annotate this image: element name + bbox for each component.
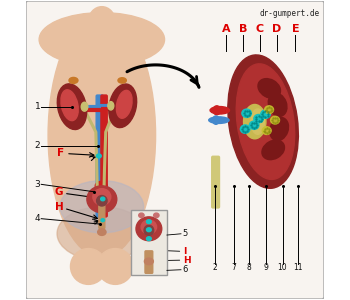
Ellipse shape: [268, 93, 287, 116]
Text: 4: 4: [35, 214, 40, 223]
Ellipse shape: [251, 109, 265, 134]
Ellipse shape: [228, 55, 298, 188]
Ellipse shape: [97, 248, 133, 284]
Text: dr-gumpert.de: dr-gumpert.de: [260, 9, 320, 18]
Text: B: B: [239, 24, 247, 34]
Ellipse shape: [57, 207, 147, 260]
Text: 11: 11: [294, 263, 303, 272]
FancyBboxPatch shape: [101, 95, 107, 217]
Ellipse shape: [213, 106, 220, 115]
Ellipse shape: [141, 220, 156, 234]
Ellipse shape: [262, 127, 271, 134]
Ellipse shape: [258, 79, 280, 98]
FancyBboxPatch shape: [131, 210, 167, 275]
FancyBboxPatch shape: [26, 1, 324, 299]
Ellipse shape: [61, 90, 78, 121]
Ellipse shape: [70, 248, 106, 284]
Ellipse shape: [212, 116, 219, 124]
Ellipse shape: [262, 140, 285, 160]
Text: G: G: [55, 188, 63, 197]
Ellipse shape: [87, 186, 117, 213]
Text: H: H: [183, 256, 191, 265]
Text: C: C: [256, 24, 264, 34]
Text: 10: 10: [278, 263, 287, 272]
Ellipse shape: [145, 258, 153, 265]
Text: 2: 2: [212, 263, 217, 272]
Ellipse shape: [265, 106, 274, 114]
Ellipse shape: [210, 106, 230, 114]
Ellipse shape: [57, 84, 87, 130]
Text: 5: 5: [182, 229, 188, 238]
Text: 1: 1: [35, 102, 40, 111]
Text: H: H: [55, 202, 63, 212]
Ellipse shape: [136, 217, 162, 241]
Ellipse shape: [89, 7, 115, 37]
Ellipse shape: [139, 213, 144, 218]
Ellipse shape: [108, 102, 114, 110]
FancyBboxPatch shape: [145, 251, 153, 273]
Text: 7: 7: [231, 263, 236, 272]
Text: 3: 3: [35, 180, 40, 189]
Ellipse shape: [271, 116, 280, 124]
Ellipse shape: [81, 102, 88, 111]
Ellipse shape: [147, 228, 151, 232]
Ellipse shape: [39, 13, 164, 66]
Ellipse shape: [147, 237, 151, 241]
Text: F: F: [57, 148, 64, 158]
Ellipse shape: [98, 229, 106, 236]
Ellipse shape: [69, 77, 78, 83]
FancyBboxPatch shape: [96, 95, 103, 217]
Ellipse shape: [154, 213, 159, 218]
FancyBboxPatch shape: [99, 204, 105, 229]
Ellipse shape: [242, 109, 251, 118]
Ellipse shape: [60, 181, 144, 233]
Ellipse shape: [48, 13, 156, 257]
Ellipse shape: [249, 121, 259, 129]
Ellipse shape: [144, 225, 154, 235]
Ellipse shape: [97, 196, 107, 206]
Ellipse shape: [147, 220, 151, 224]
Ellipse shape: [236, 64, 295, 179]
Text: D: D: [272, 24, 281, 34]
Ellipse shape: [270, 117, 288, 141]
Text: 6: 6: [182, 265, 188, 274]
Ellipse shape: [118, 78, 126, 83]
Ellipse shape: [244, 104, 266, 139]
Ellipse shape: [116, 90, 132, 118]
Ellipse shape: [254, 115, 264, 123]
Text: I: I: [183, 247, 187, 256]
Ellipse shape: [101, 219, 105, 222]
Ellipse shape: [95, 182, 107, 190]
FancyBboxPatch shape: [212, 156, 219, 208]
Ellipse shape: [109, 84, 136, 128]
Ellipse shape: [240, 125, 250, 133]
Text: 9: 9: [264, 263, 268, 272]
Ellipse shape: [261, 110, 270, 118]
Ellipse shape: [97, 154, 101, 158]
Text: A: A: [222, 24, 230, 34]
Text: E: E: [292, 24, 299, 34]
Text: 8: 8: [246, 263, 251, 272]
Ellipse shape: [93, 189, 111, 205]
Ellipse shape: [101, 197, 105, 201]
Text: 2: 2: [35, 141, 40, 150]
Ellipse shape: [209, 117, 229, 123]
